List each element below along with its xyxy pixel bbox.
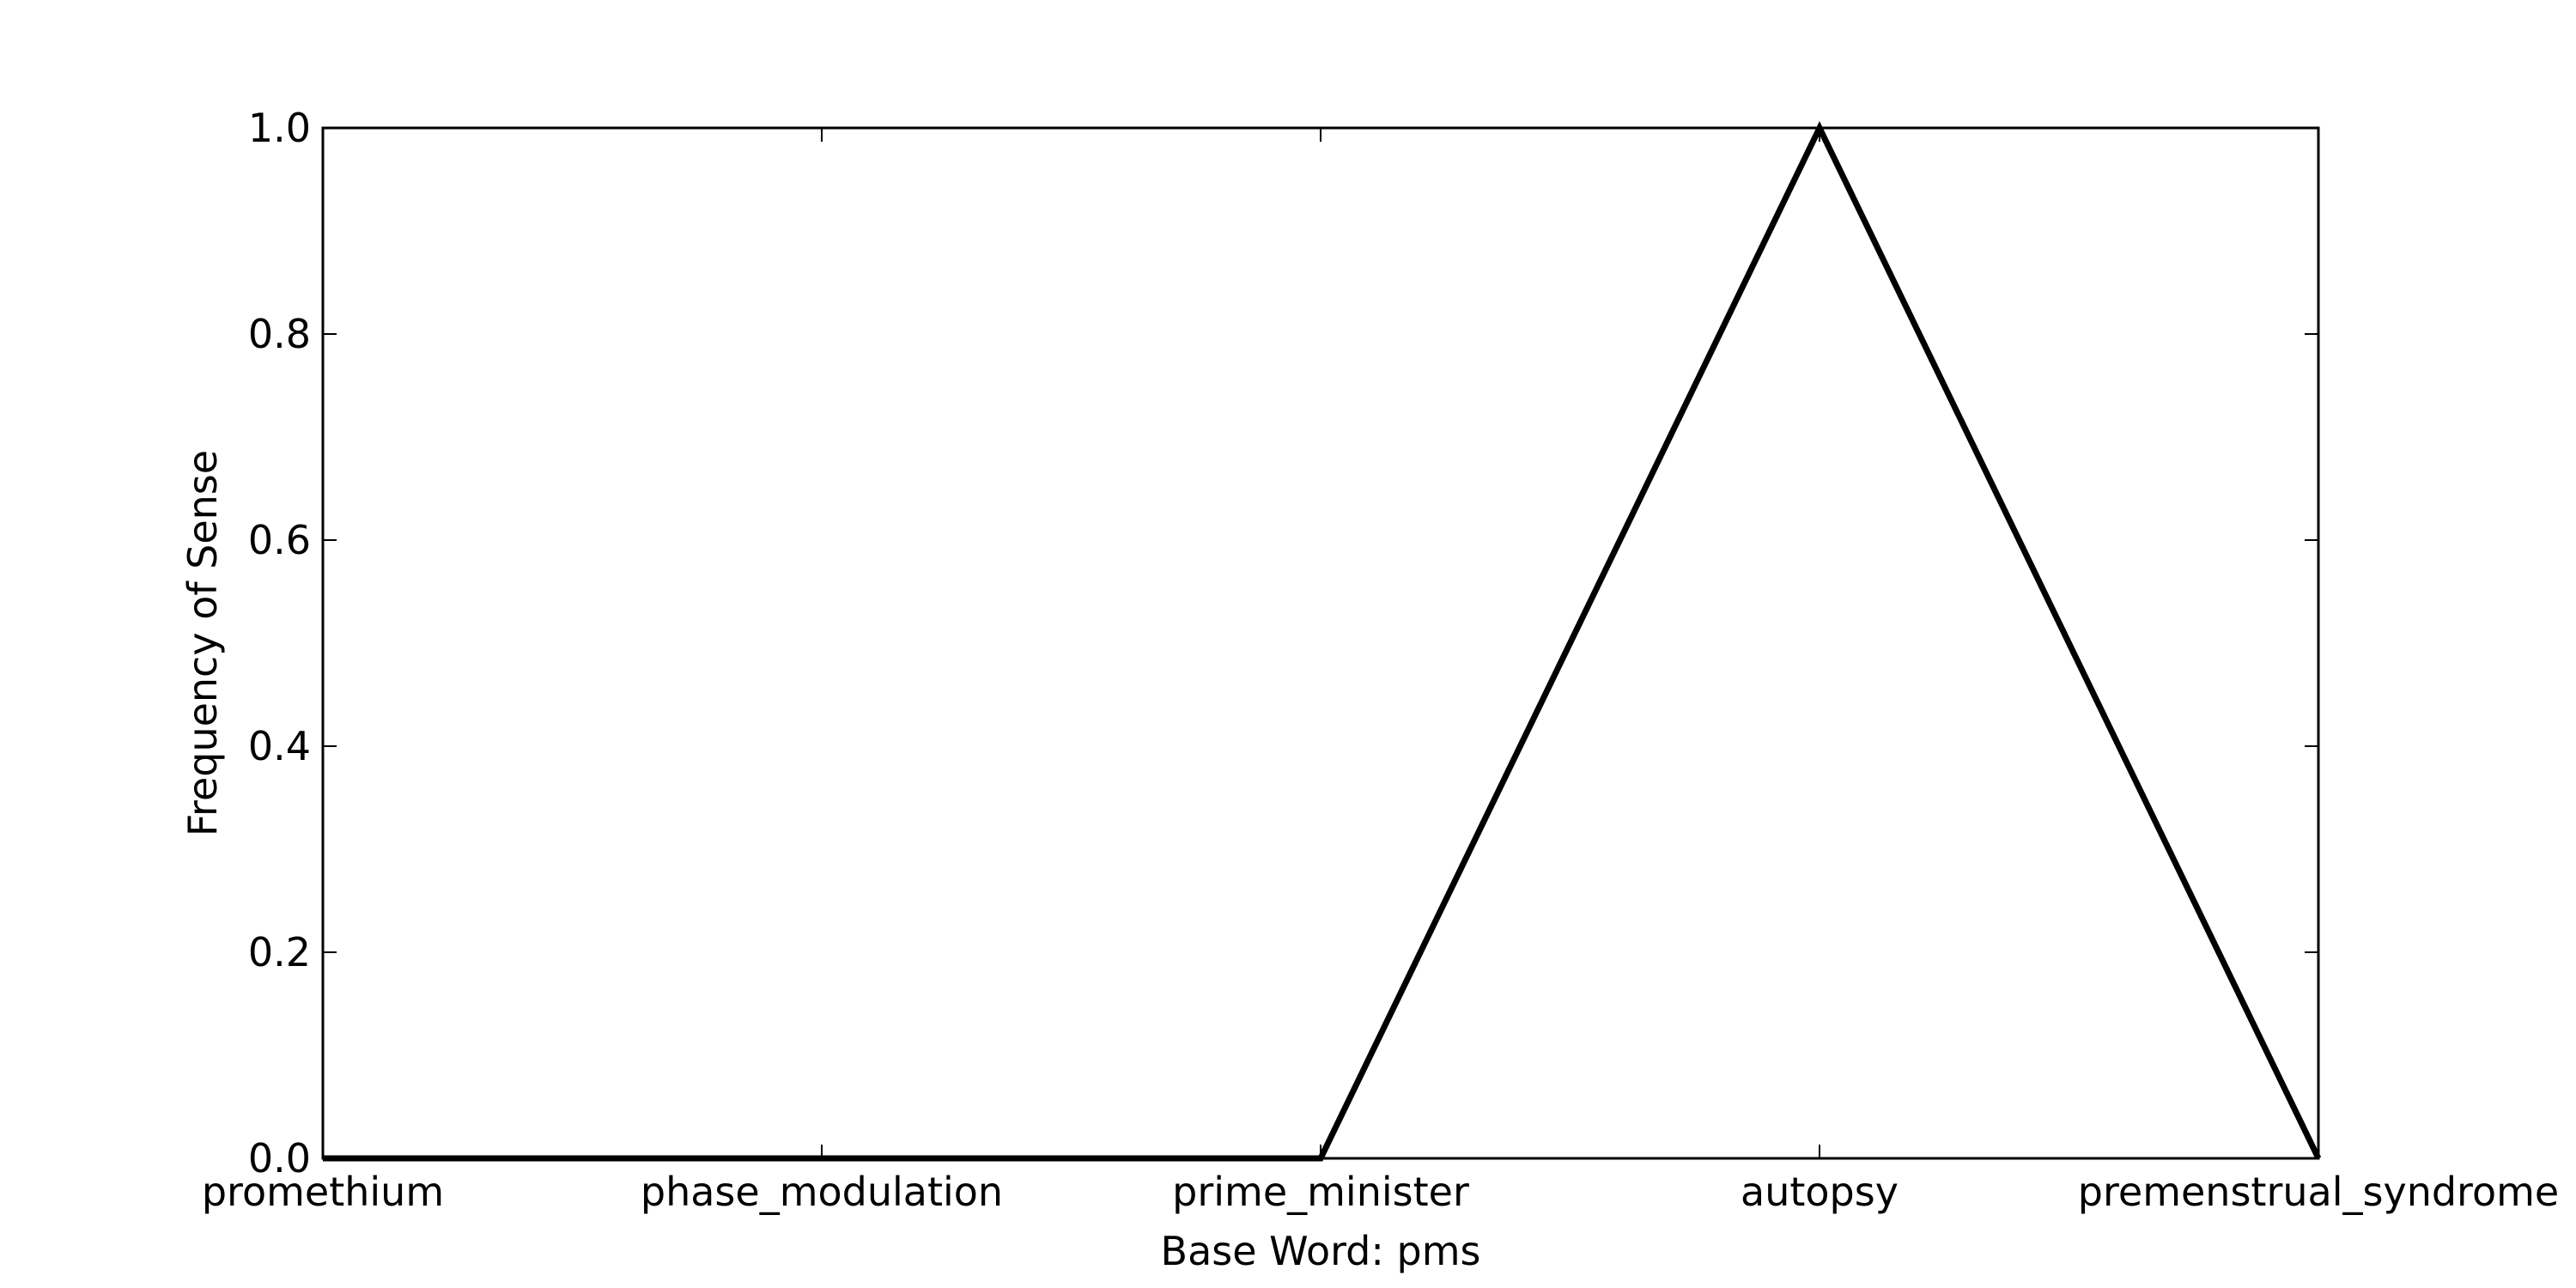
y-axis: 0.0 0.2 0.4 0.6 0.8 1.0: [248, 105, 2318, 1182]
y-tick-label: 0.0: [248, 1135, 311, 1182]
x-tick-label: autopsy: [1741, 1169, 1899, 1215]
y-tick-label: 0.8: [248, 311, 311, 357]
x-tick-label: phase_modulation: [641, 1169, 1003, 1215]
plot-frame: [321, 126, 2320, 1160]
y-tick-label: 1.0: [248, 105, 311, 151]
x-tick-label: promethium: [202, 1169, 444, 1215]
y-tick-label: 0.2: [248, 929, 311, 975]
x-tick-label: premenstrual_syndrome: [2078, 1169, 2559, 1215]
series-line: [323, 120, 2322, 1162]
y-tick-label: 0.4: [248, 723, 311, 769]
y-tick-label: 0.6: [248, 517, 311, 563]
x-axis: promethium phase_modulation prime_minister…: [202, 128, 2559, 1215]
y-axis-label: Frequency of Sense: [179, 450, 226, 836]
x-axis-label: Base Word: pms: [1161, 1228, 1481, 1274]
series-layer: [322, 120, 2322, 1162]
x-tick-label: prime_minister: [1172, 1169, 1469, 1215]
